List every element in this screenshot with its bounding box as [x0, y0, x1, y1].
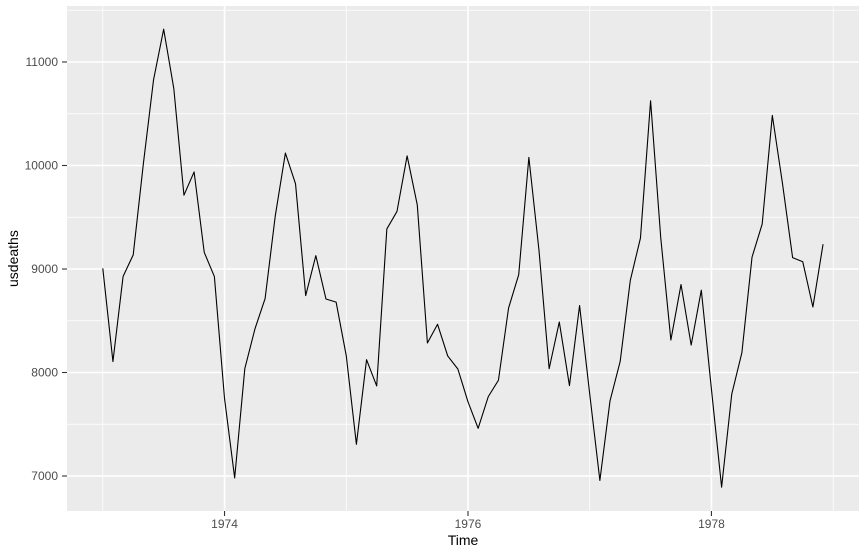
x-tick-label: 1978: [698, 517, 725, 531]
plot-panel: [67, 6, 859, 511]
y-axis-title: usdeaths: [5, 230, 21, 287]
x-tick-label: 1974: [211, 517, 238, 531]
usdeaths-series-line: [102, 28, 824, 488]
x-tick-label: 1976: [455, 517, 482, 531]
y-tick-label: 9000: [31, 262, 58, 276]
x-axis-title: Time: [447, 532, 479, 548]
y-tick-label: 11000: [26, 55, 59, 69]
y-tick-label: 10000: [25, 159, 59, 173]
y-tick-label: 7000: [31, 469, 58, 483]
y-tick-label: 8000: [31, 366, 58, 380]
